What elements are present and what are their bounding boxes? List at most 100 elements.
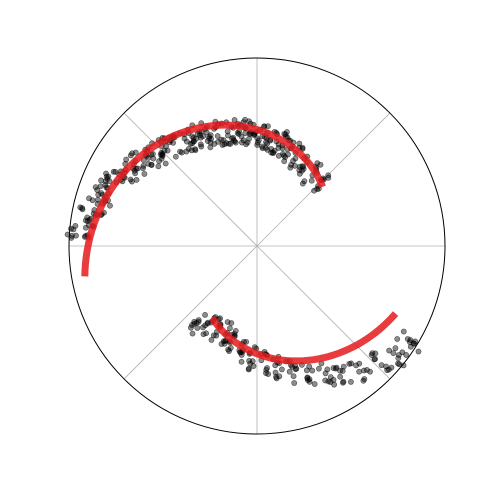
data-point xyxy=(360,377,367,384)
data-point xyxy=(246,357,253,364)
data-point xyxy=(243,141,249,148)
data-point xyxy=(164,147,171,154)
data-point xyxy=(232,139,239,146)
data-point xyxy=(185,145,192,152)
data-point xyxy=(225,132,231,139)
data-point xyxy=(315,365,322,372)
data-point xyxy=(303,367,310,374)
data-point xyxy=(289,363,295,370)
data-point xyxy=(311,187,318,194)
data-point xyxy=(311,381,318,387)
data-point xyxy=(254,139,261,146)
data-point xyxy=(356,360,363,367)
data-point xyxy=(337,367,343,374)
data-point xyxy=(356,368,363,375)
data-point xyxy=(72,222,79,229)
data-point xyxy=(268,149,275,156)
data-point xyxy=(89,197,96,204)
data-point xyxy=(183,138,190,145)
grid-spoke-225 xyxy=(123,245,258,380)
data-point xyxy=(273,375,280,382)
data-point xyxy=(290,158,296,164)
data-point xyxy=(73,232,79,239)
data-point xyxy=(346,360,353,367)
data-point xyxy=(275,145,282,151)
data-point xyxy=(127,176,134,183)
data-point xyxy=(290,373,297,380)
data-point xyxy=(306,376,313,383)
data-point xyxy=(197,132,203,139)
data-point xyxy=(348,378,354,385)
data-point xyxy=(400,328,407,335)
data-point xyxy=(278,366,285,373)
data-point xyxy=(337,373,344,380)
data-point xyxy=(203,330,210,337)
data-point xyxy=(231,117,238,123)
data-point xyxy=(98,190,104,196)
data-point xyxy=(364,367,370,373)
data-point xyxy=(202,311,208,318)
data-point xyxy=(234,130,241,136)
data-point xyxy=(181,135,188,142)
polar-frame xyxy=(68,57,446,435)
data-point xyxy=(340,378,347,385)
data-point xyxy=(207,144,214,151)
data-point xyxy=(296,170,303,177)
data-point xyxy=(178,149,185,156)
data-point xyxy=(148,162,155,168)
polar-grid xyxy=(69,58,445,434)
data-point xyxy=(243,338,250,345)
data-point xyxy=(296,140,303,147)
data-point xyxy=(265,371,272,377)
data-point xyxy=(97,183,104,190)
data-point xyxy=(390,350,397,357)
data-point xyxy=(195,317,202,323)
grid-spoke-315 xyxy=(256,245,391,380)
data-point xyxy=(150,155,157,162)
data-point xyxy=(204,138,211,144)
data-point xyxy=(195,318,202,325)
data-point xyxy=(415,348,422,355)
data-point xyxy=(158,155,165,162)
data-point xyxy=(292,162,298,169)
data-point xyxy=(299,167,305,174)
data-point xyxy=(200,324,206,331)
data-point xyxy=(220,338,227,345)
data-point xyxy=(187,324,194,331)
data-point xyxy=(77,204,84,211)
data-point xyxy=(103,173,110,180)
data-point xyxy=(214,133,221,139)
data-point xyxy=(412,338,419,345)
data-point xyxy=(304,377,311,384)
data-point xyxy=(361,376,368,382)
data-point xyxy=(385,366,392,373)
data-point xyxy=(399,349,406,356)
data-point xyxy=(286,368,293,375)
data-point xyxy=(395,355,402,361)
data-point xyxy=(272,362,279,369)
data-point xyxy=(172,153,179,160)
data-point xyxy=(98,177,105,184)
data-point xyxy=(353,362,359,369)
data-point xyxy=(210,332,217,339)
data-point xyxy=(392,345,399,352)
data-point xyxy=(188,147,195,154)
data-point xyxy=(102,178,109,185)
data-point xyxy=(281,158,288,165)
data-point xyxy=(218,136,225,143)
data-point xyxy=(127,152,134,159)
data-point xyxy=(299,144,306,151)
data-point xyxy=(224,128,231,135)
data-point xyxy=(155,163,162,170)
data-point xyxy=(367,368,373,375)
data-point xyxy=(386,347,393,354)
data-point xyxy=(163,143,169,150)
grid-spoke-135 xyxy=(123,112,258,247)
data-point xyxy=(208,337,215,343)
data-point xyxy=(206,135,213,142)
data-point xyxy=(264,140,270,147)
data-point xyxy=(314,160,321,167)
data-point xyxy=(272,369,279,376)
data-point xyxy=(140,165,146,172)
